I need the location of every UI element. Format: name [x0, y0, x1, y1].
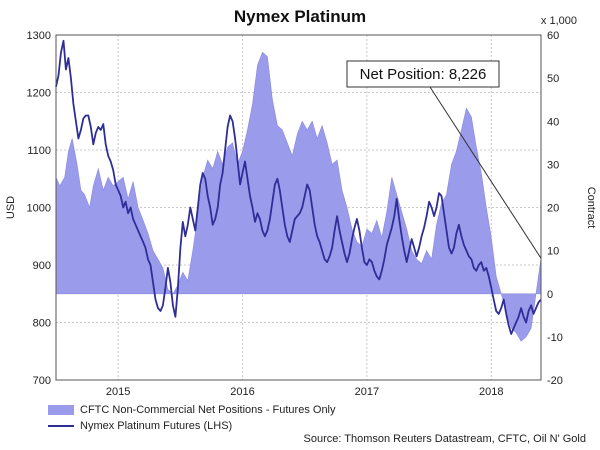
net-positions-area [55, 51, 542, 342]
annotation-text: Net Position: 8,226 [360, 66, 487, 83]
legend-item-net-positions: CFTC Non-Commercial Net Positions - Futu… [48, 402, 336, 418]
legend-swatch-line [48, 425, 74, 427]
left-axis-ticks: 700 800 900 1000 1100 1200 1300 [27, 30, 51, 387]
left-tick-label: 1000 [27, 203, 51, 215]
legend-label-net-positions: CFTC Non-Commercial Net Positions - Futu… [80, 404, 336, 416]
legend-item-platinum-futures: Nymex Platinum Futures (LHS) [48, 418, 336, 434]
source-note: Source: Thomson Reuters Datastream, CFTC… [303, 433, 587, 445]
left-tick-label: 700 [33, 375, 51, 387]
chart-title: Nymex Platinum [234, 7, 366, 26]
net-positions-area-series [55, 51, 542, 342]
left-tick-label: 800 [33, 318, 51, 330]
annotation-leader-line [429, 86, 542, 259]
x-tick-label: 2016 [230, 386, 254, 398]
legend-swatch-area [48, 405, 74, 415]
legend-label-platinum-futures: Nymex Platinum Futures (LHS) [80, 420, 233, 432]
right-axis-ticks: -20 -10 0 10 20 30 40 50 60 [547, 30, 563, 387]
right-axis-multiplier: x 1,000 [541, 15, 577, 27]
right-tick-label: -10 [547, 332, 563, 344]
platinum-futures-line-series [55, 39, 542, 335]
right-tick-label: 50 [547, 73, 559, 85]
x-tick-label: 2018 [479, 386, 503, 398]
annotation: Net Position: 8,226 [346, 60, 542, 259]
right-tick-label: 60 [547, 30, 559, 42]
left-tick-label: 900 [33, 260, 51, 272]
platinum-futures-line [55, 39, 542, 335]
left-tick-label: 1300 [27, 30, 51, 42]
right-tick-label: 30 [547, 159, 559, 171]
right-tick-label: 40 [547, 116, 559, 128]
left-axis-label: USD [5, 196, 17, 219]
left-tick-label: 1100 [27, 145, 51, 157]
right-tick-label: 10 [547, 246, 559, 258]
x-tick-label: 2015 [106, 386, 130, 398]
x-tick-label: 2017 [355, 386, 379, 398]
right-tick-label: 20 [547, 203, 559, 215]
annotation-box [346, 60, 500, 88]
legend: CFTC Non-Commercial Net Positions - Futu… [48, 402, 336, 434]
left-tick-label: 1200 [27, 88, 51, 100]
right-axis-label: Contract [585, 187, 597, 229]
right-tick-label: -20 [547, 375, 563, 387]
plot-frame [55, 34, 542, 381]
x-axis-ticks: 2015 2016 2017 2018 [106, 386, 504, 398]
right-tick-label: 0 [547, 289, 553, 301]
